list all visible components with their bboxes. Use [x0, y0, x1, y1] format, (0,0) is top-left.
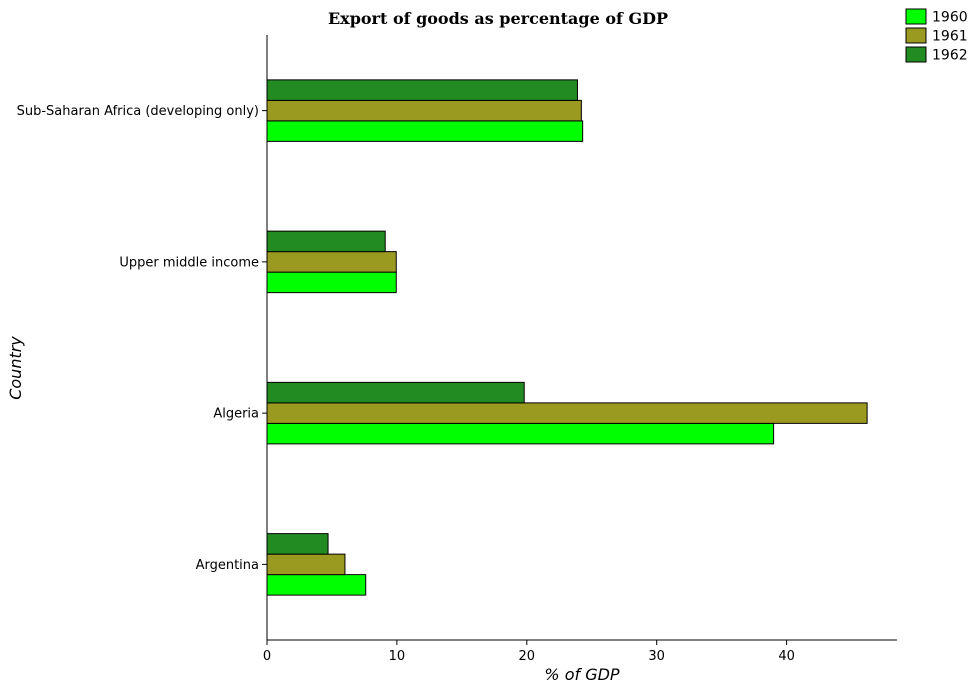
legend-label-1961: 1961 — [932, 29, 968, 45]
legend-swatch-1961 — [905, 27, 927, 44]
y-tick-label: Argentina — [196, 558, 259, 573]
x-tick-label: 0 — [263, 649, 271, 664]
y-tick-label: Algeria — [213, 407, 259, 422]
bar-1962-3 — [266, 533, 329, 555]
bar-1960-0 — [266, 120, 584, 142]
legend: 1960 1961 1962 — [905, 8, 968, 64]
bar-1961-1 — [266, 251, 397, 273]
bars — [266, 79, 868, 596]
y-tick-label: Upper middle income — [119, 255, 259, 270]
bar-1961-3 — [266, 553, 346, 576]
bar-1962-1 — [266, 230, 386, 253]
y-axis-title: Country — [6, 336, 25, 400]
bar-1960-1 — [266, 271, 397, 294]
bar-1962-0 — [266, 79, 578, 101]
x-tick-label: 40 — [778, 649, 795, 664]
y-tick-label: Sub-Saharan Africa (developing only) — [17, 104, 259, 119]
x-tick-label: 10 — [389, 649, 406, 664]
legend-label-1962: 1962 — [932, 48, 968, 64]
bar-1961-0 — [266, 99, 582, 122]
bar-1960-3 — [266, 574, 367, 596]
x-tick-label: 20 — [519, 649, 536, 664]
y-axis: Sub-Saharan Africa (developing only) Uppe… — [17, 104, 267, 573]
x-axis: 0 10 20 30 40 — [263, 640, 795, 664]
legend-swatch-1962 — [905, 46, 927, 63]
chart-title: Export of goods as percentage of GDP — [328, 9, 668, 28]
legend-swatch-1960 — [905, 8, 927, 25]
bar-1960-2 — [266, 422, 775, 445]
x-axis-title: % of GDP — [544, 665, 620, 684]
legend-label-1960: 1960 — [932, 10, 968, 26]
x-tick-label: 30 — [648, 649, 665, 664]
bar-1961-2 — [266, 402, 868, 424]
bar-1962-2 — [266, 381, 525, 404]
